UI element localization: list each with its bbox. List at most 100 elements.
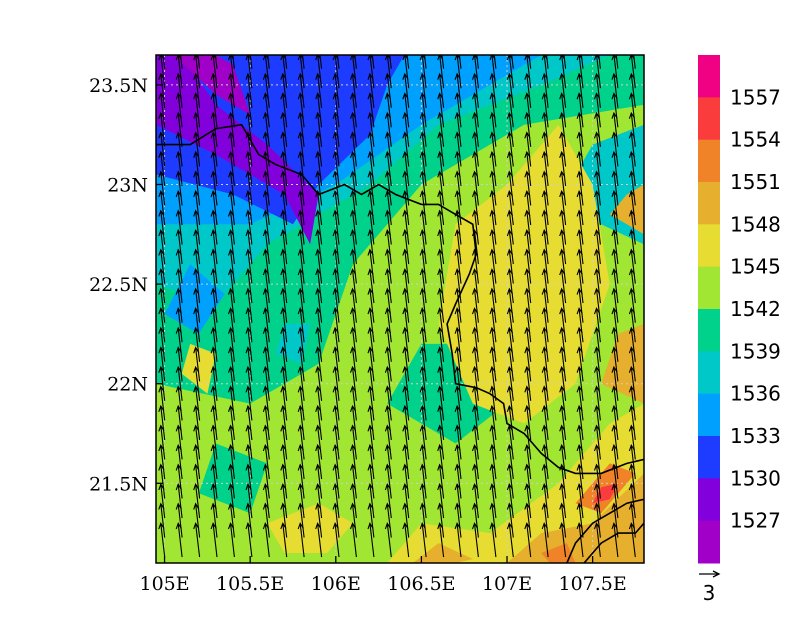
wind-arrow xyxy=(367,424,375,460)
map-frame xyxy=(155,54,645,564)
wind-arrow xyxy=(315,463,323,499)
wind-arrow xyxy=(559,229,567,265)
wind-arrow xyxy=(232,55,235,69)
wind-arrow xyxy=(179,55,183,69)
wind-arrow xyxy=(245,443,253,480)
wind-arrow xyxy=(245,346,253,382)
contour-region-13 xyxy=(267,503,353,553)
wind-arrow xyxy=(367,443,375,480)
wind-arrow xyxy=(437,287,445,323)
wind-arrow xyxy=(611,385,619,421)
wind-arrow xyxy=(267,55,270,69)
wind-arrow xyxy=(559,55,567,89)
wind-arrow xyxy=(245,92,253,128)
wind-arrow xyxy=(245,131,253,167)
wind-arrow xyxy=(367,404,375,440)
contour-region-20 xyxy=(541,543,576,563)
wind-arrow xyxy=(489,346,497,382)
wind-arrow xyxy=(315,365,323,401)
colorbar-label: 1548 xyxy=(730,212,781,236)
colorbar-swatch xyxy=(698,55,720,98)
wind-arrow xyxy=(611,248,619,284)
wind-arrow xyxy=(315,307,323,343)
colorbar: 1527 1530 1533 1536 1539 1542 1545 1548 1551 1554… xyxy=(698,55,781,564)
wind-arrow xyxy=(615,55,619,69)
wind-arrow xyxy=(559,72,567,108)
wind-arrow xyxy=(367,463,375,499)
wind-arrow xyxy=(193,92,201,128)
wind-arrow xyxy=(611,463,619,499)
wind-arrow xyxy=(193,522,201,558)
wind-arrow xyxy=(315,404,323,440)
wind-arrow xyxy=(367,170,375,206)
wind-arrow xyxy=(559,346,567,382)
wind-arrow xyxy=(245,326,253,362)
y-tick-label: 22N xyxy=(107,374,148,396)
wind-arrow xyxy=(611,443,619,480)
wind-arrow xyxy=(245,287,253,323)
wind-arrow xyxy=(559,248,567,284)
wind-arrow xyxy=(315,385,323,421)
colorbar-label: 1536 xyxy=(730,382,781,406)
wind-arrow xyxy=(437,326,445,362)
wind-arrow xyxy=(437,483,445,519)
wind-arrow xyxy=(559,287,567,323)
wind-arrow xyxy=(489,55,497,89)
wind-arrow xyxy=(437,92,445,128)
wind-arrow xyxy=(611,72,619,108)
wind-arrow xyxy=(559,502,567,538)
wind-arrow xyxy=(633,55,636,69)
wind-arrow xyxy=(284,55,288,69)
wind-arrow xyxy=(611,150,619,186)
wind-arrow xyxy=(193,287,201,323)
wind-arrow xyxy=(406,55,410,69)
x-tick-label: 106.5E xyxy=(387,573,455,595)
wind-arrow xyxy=(563,55,567,69)
wind-arrow xyxy=(493,55,497,69)
wind-arrow xyxy=(489,443,497,480)
border-line-2 xyxy=(583,522,644,563)
wind-arrow xyxy=(458,55,462,69)
wind-arrow xyxy=(315,424,323,460)
wind-arrow xyxy=(611,189,619,226)
wind-arrow xyxy=(611,326,619,362)
wind-arrow xyxy=(611,346,619,382)
wind-arrow xyxy=(245,522,253,558)
wind-arrow xyxy=(245,209,253,245)
wind-arrow xyxy=(559,209,567,245)
wind-arrow xyxy=(367,365,375,401)
wind-arrow xyxy=(437,404,445,440)
wind-arrow xyxy=(315,189,323,226)
wind-arrow xyxy=(193,170,201,206)
wind-arrow xyxy=(197,55,201,69)
colorbar-label: 1551 xyxy=(730,170,781,194)
wind-arrow xyxy=(367,150,375,186)
wind-arrow xyxy=(245,55,253,89)
wind-arrow xyxy=(423,55,427,69)
colorbar-label: 1542 xyxy=(730,297,781,321)
wind-arrow xyxy=(389,55,392,69)
wind-arrow xyxy=(611,229,619,265)
colorbar-swatch xyxy=(698,139,720,183)
wind-arrow xyxy=(245,189,253,226)
wind-arrow xyxy=(367,248,375,284)
wind-arrow xyxy=(489,522,497,558)
wind-arrow xyxy=(193,326,201,362)
x-tick-label: 106E xyxy=(311,573,361,595)
wind-arrow xyxy=(367,111,375,147)
wind-arrow xyxy=(193,209,201,245)
wind-arrow xyxy=(367,346,375,382)
wind-arrow xyxy=(489,365,497,401)
wind-arrow xyxy=(367,268,375,304)
wind-arrow xyxy=(367,522,375,558)
wind-arrow xyxy=(315,131,323,167)
colorbar-swatch xyxy=(698,224,720,268)
wind-arrow xyxy=(611,131,619,167)
wind-arrow xyxy=(214,55,218,69)
x-tick-label: 107.5E xyxy=(558,573,626,595)
colorbar-label: 1530 xyxy=(730,466,781,490)
colorbar-swatch xyxy=(698,309,720,352)
reference-arrow-head xyxy=(712,570,721,578)
colorbar-swatch xyxy=(698,478,720,522)
